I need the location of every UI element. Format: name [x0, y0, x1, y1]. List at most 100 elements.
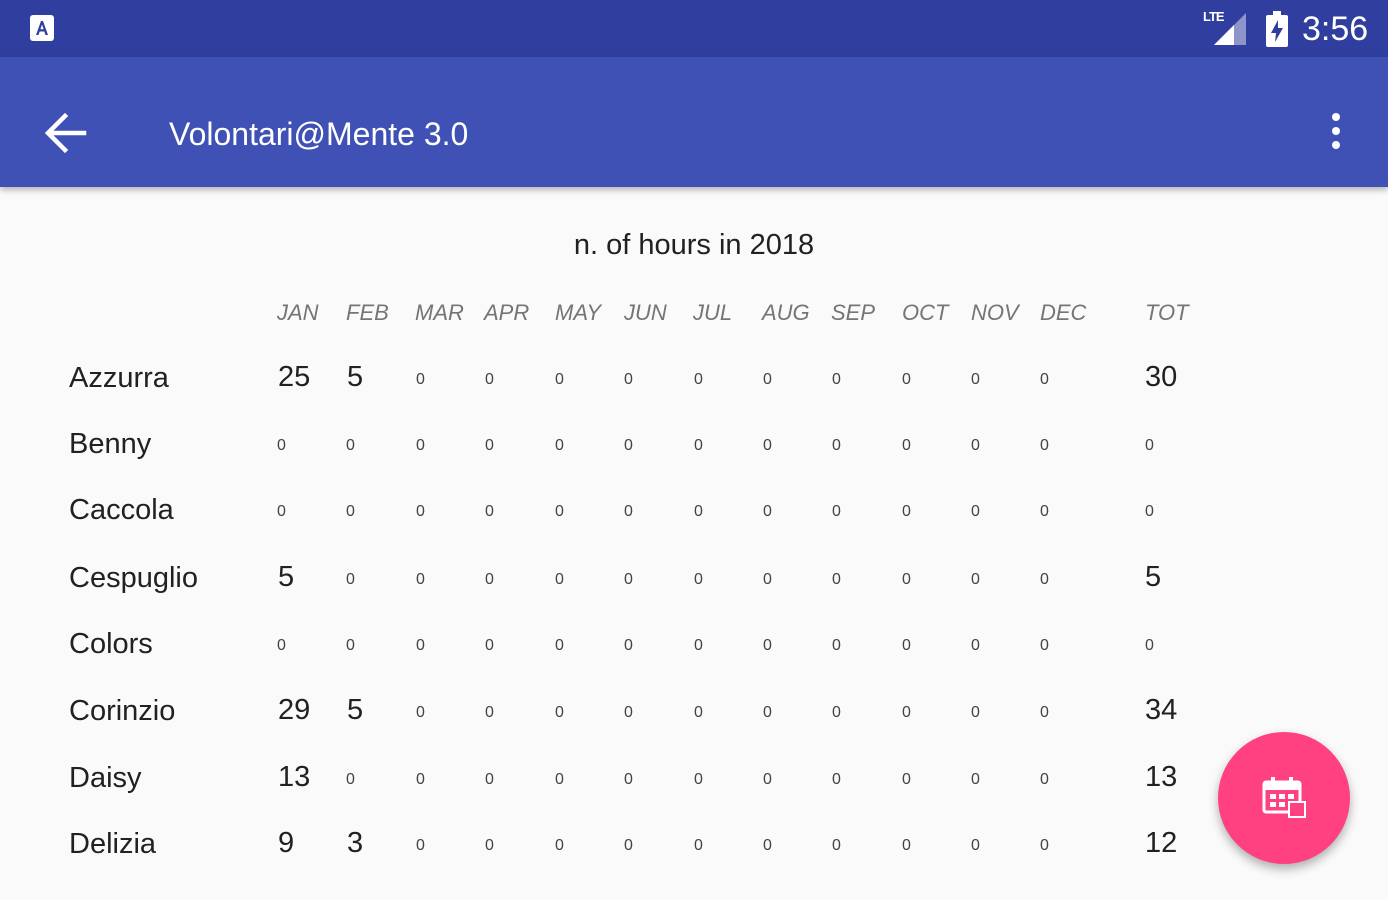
table-row: Corinzio 29 5 0 0 0 0 0 0 0 0 0 0 34 [0, 687, 1388, 735]
hours-cell-apr: 0 [485, 637, 494, 654]
hours-cell-apr: 0 [485, 503, 494, 520]
hours-cell-nov: 0 [971, 437, 980, 454]
hours-cell-apr: 0 [485, 704, 494, 721]
column-header-jul: JUL [693, 300, 733, 325]
column-header-apr: APR [484, 300, 530, 325]
hours-cell-dec: 0 [1040, 437, 1049, 454]
hours-cell-sep: 0 [832, 837, 841, 854]
hours-cell-may: 0 [555, 371, 564, 388]
hours-cell-jan: 5 [278, 561, 295, 593]
hours-cell-mar: 0 [416, 771, 425, 788]
hours-cell-sep: 0 [832, 571, 841, 588]
hours-cell-dec: 0 [1040, 371, 1049, 388]
network-type-label: LTE [1203, 9, 1225, 24]
volunteer-name: Delizia [69, 828, 157, 860]
hours-cell-jul: 0 [694, 837, 703, 854]
column-header-dec: DEC [1040, 300, 1087, 325]
hours-cell-oct: 0 [902, 637, 911, 654]
total-cell: 0 [1145, 503, 1154, 520]
hours-cell-jul: 0 [694, 637, 703, 654]
hours-cell-apr: 0 [485, 437, 494, 454]
column-header-nov: NOV [971, 300, 1019, 325]
back-button[interactable] [40, 110, 92, 156]
hours-cell-feb: 0 [346, 637, 355, 654]
hours-cell-nov: 0 [971, 771, 980, 788]
volunteer-name: Daisy [69, 762, 142, 794]
hours-cell-mar: 0 [416, 571, 425, 588]
hours-cell-oct: 0 [902, 704, 911, 721]
table-row: Azzurra 25 5 0 0 0 0 0 0 0 0 0 0 30 [0, 354, 1388, 402]
hours-cell-jan: 0 [277, 503, 286, 520]
table-row: Benny 0 0 0 0 0 0 0 0 0 0 0 0 0 [0, 420, 1388, 468]
battery-charging-icon [1266, 11, 1288, 47]
hours-cell-jan: 0 [277, 437, 286, 454]
table-title: n. of hours in 2018 [573, 229, 815, 261]
hours-cell-dec: 0 [1040, 837, 1049, 854]
volunteer-name: Corinzio [69, 695, 176, 727]
overflow-menu-button[interactable] [1318, 109, 1354, 157]
app-notification-icon [30, 15, 54, 41]
hours-cell-nov: 0 [971, 571, 980, 588]
volunteer-name: Azzurra [69, 362, 169, 394]
hours-cell-mar: 0 [416, 637, 425, 654]
total-cell: 0 [1145, 637, 1154, 654]
column-header-jun: JUN [624, 300, 667, 325]
hours-cell-aug: 0 [763, 637, 772, 654]
hours-cell-may: 0 [555, 503, 564, 520]
hours-cell-oct: 0 [902, 771, 911, 788]
hours-cell-oct: 0 [902, 837, 911, 854]
total-cell: 0 [1145, 437, 1154, 454]
status-bar: LTE 3:56 [0, 0, 1388, 57]
hours-cell-nov: 0 [971, 637, 980, 654]
column-header-oct: OCT [902, 300, 949, 325]
hours-cell-nov: 0 [971, 371, 980, 388]
hours-cell-jun: 0 [624, 637, 633, 654]
hours-cell-feb: 0 [346, 571, 355, 588]
hours-cell-feb: 0 [346, 503, 355, 520]
volunteer-name: Caccola [69, 494, 174, 526]
hours-cell-may: 0 [555, 704, 564, 721]
hours-cell-mar: 0 [416, 704, 425, 721]
hours-cell-dec: 0 [1040, 571, 1049, 588]
hours-cell-dec: 0 [1040, 704, 1049, 721]
hours-cell-may: 0 [555, 437, 564, 454]
column-header-feb: FEB [346, 300, 389, 325]
calendar-fab-button[interactable] [1218, 732, 1350, 864]
content-area: n. of hours in 2018 JAN FEB MAR APR MAY JUN JU… [0, 187, 1388, 900]
hours-cell-mar: 0 [416, 371, 425, 388]
table-row: Caccola 0 0 0 0 0 0 0 0 0 0 0 0 0 [0, 486, 1388, 534]
arrow-back-icon [44, 112, 87, 154]
hours-cell-aug: 0 [763, 371, 772, 388]
column-header-jan: JAN [277, 300, 319, 325]
hours-cell-jun: 0 [624, 837, 633, 854]
table-row: Daisy 13 0 0 0 0 0 0 0 0 0 0 0 13 [0, 754, 1388, 802]
hours-cell-jul: 0 [694, 503, 703, 520]
hours-cell-nov: 0 [971, 837, 980, 854]
hours-cell-jun: 0 [624, 571, 633, 588]
total-cell: 5 [1145, 561, 1162, 593]
hours-cell-sep: 0 [832, 371, 841, 388]
total-cell: 34 [1145, 694, 1178, 726]
more-vert-icon [1332, 113, 1340, 149]
hours-cell-sep: 0 [832, 771, 841, 788]
column-header-sep: SEP [831, 300, 876, 325]
status-time: 3:56 [1302, 10, 1369, 48]
hours-cell-jan: 13 [278, 761, 311, 793]
app-bar: Volontari@Mente 3.0 [0, 57, 1388, 187]
hours-cell-may: 0 [555, 637, 564, 654]
hours-cell-dec: 0 [1040, 771, 1049, 788]
hours-cell-jun: 0 [624, 437, 633, 454]
hours-cell-feb: 0 [346, 771, 355, 788]
hours-cell-jun: 0 [624, 503, 633, 520]
hours-cell-mar: 0 [416, 437, 425, 454]
hours-cell-nov: 0 [971, 503, 980, 520]
column-header-aug: AUG [762, 300, 810, 325]
hours-cell-nov: 0 [971, 704, 980, 721]
table-row: Delizia 9 3 0 0 0 0 0 0 0 0 0 0 12 [0, 820, 1388, 868]
volunteer-name: Cespuglio [69, 562, 198, 594]
total-cell: 13 [1145, 761, 1178, 793]
hours-cell-jul: 0 [694, 371, 703, 388]
hours-cell-feb: 0 [346, 437, 355, 454]
hours-cell-jun: 0 [624, 771, 633, 788]
hours-cell-apr: 0 [485, 371, 494, 388]
